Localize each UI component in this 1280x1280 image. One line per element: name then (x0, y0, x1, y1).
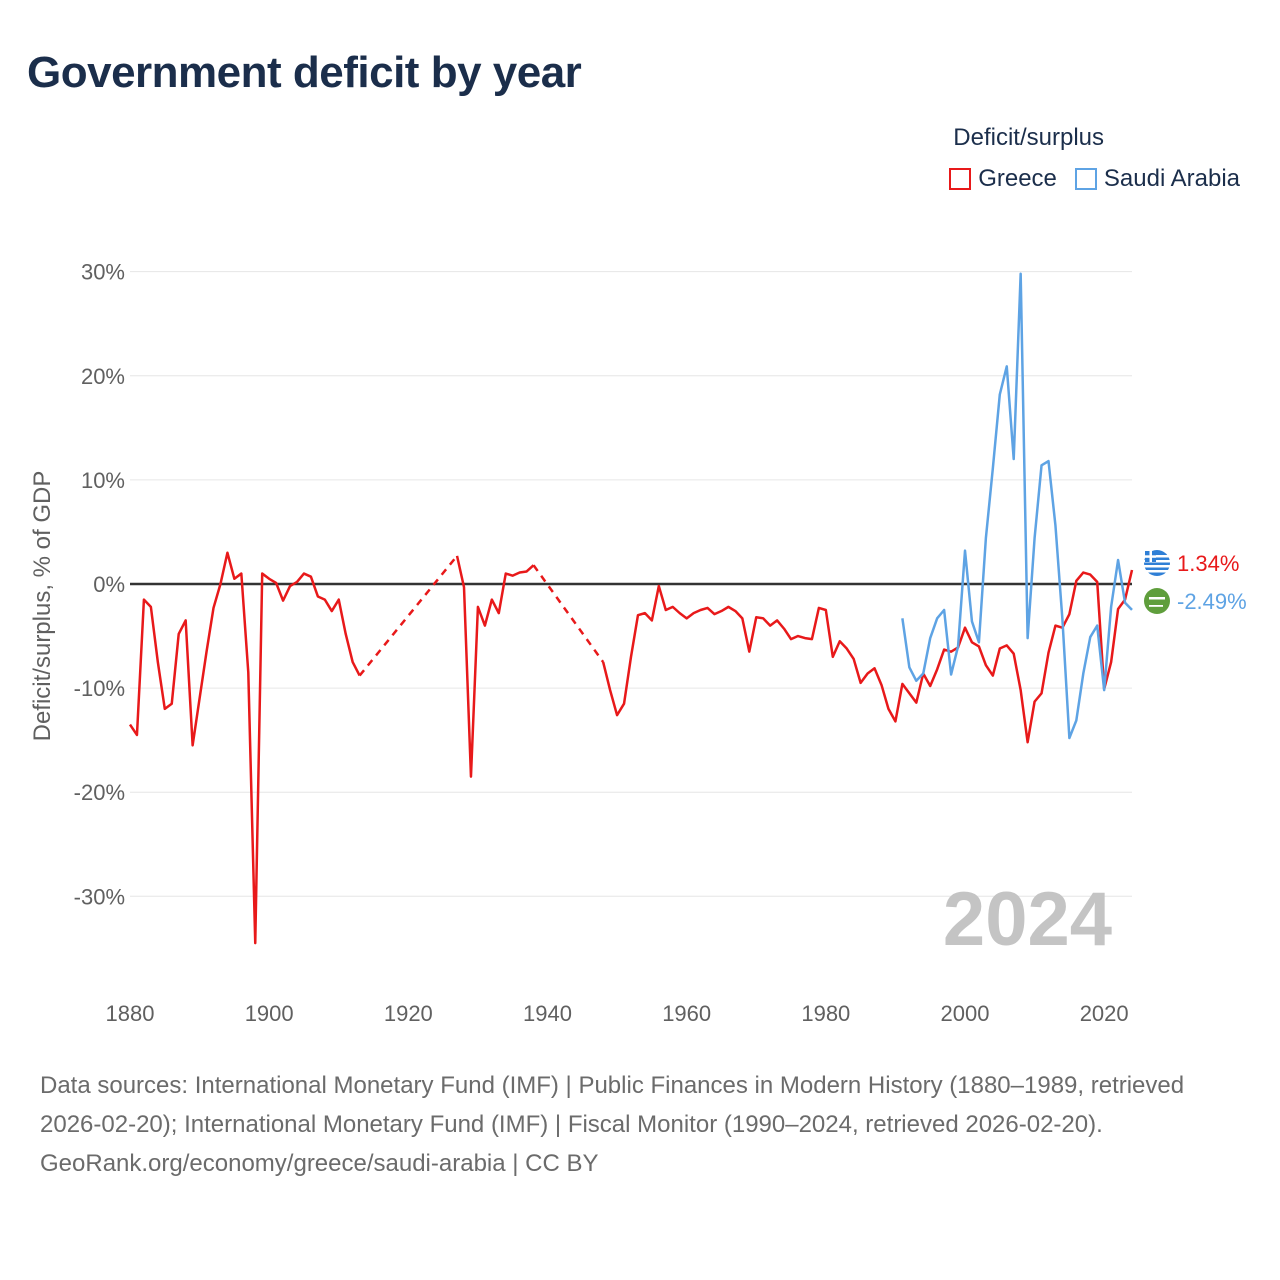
x-axis-ticks: 1880 1900 1920 1940 1960 1980 2000 2020 (106, 1001, 1129, 1026)
x-tick-label: 1940 (523, 1001, 572, 1026)
legend-swatch-greece (949, 168, 972, 190)
legend-item-saudi-arabia[interactable]: Saudi Arabia (1074, 165, 1240, 193)
series-line-saudi-arabia (901, 272, 1133, 740)
y-tick-label: 20% (81, 364, 125, 389)
x-tick-label: 2020 (1080, 1001, 1129, 1026)
flag-stripe (1144, 560, 1170, 563)
chart-title: Government deficit by year (27, 48, 582, 97)
credit-link[interactable]: GeoRank.org/economy/greece/saudi-arabia … (40, 1150, 599, 1177)
y-tick-label: -10% (74, 676, 125, 701)
series-line-greece (128, 551, 361, 945)
saudi-flag-bg (1144, 588, 1170, 614)
x-tick-label: 1980 (801, 1001, 850, 1026)
legend-title: Deficit/surplus (953, 124, 1104, 151)
flag-script (1149, 597, 1165, 600)
line-chart: 30% 20% 10% 0% -10% -20% -30% 1880 1900 1920 1940… (29, 260, 1247, 1026)
legend-swatch-saudi-arabia (1074, 168, 1097, 190)
legend-label-greece: Greece (978, 165, 1057, 192)
year-label: 2024 (943, 877, 1112, 962)
legend-item-greece[interactable]: Greece (949, 165, 1057, 193)
series-gap-greece (532, 564, 605, 663)
y-tick-label: 0% (93, 572, 125, 597)
greece-flag-icon (1144, 550, 1170, 576)
flag-sword (1149, 605, 1163, 607)
y-axis-label: Deficit/surplus, % of GDP (29, 471, 56, 742)
x-tick-label: 2000 (941, 1001, 990, 1026)
end-label-value: -2.49% (1177, 589, 1247, 614)
flag-stripe (1144, 555, 1170, 558)
y-tick-label: 10% (81, 468, 125, 493)
series-line-greece (601, 569, 1134, 744)
end-labels: 1.34% -2.49% (1144, 550, 1247, 614)
y-tick-label: -30% (74, 884, 125, 909)
y-tick-label: -20% (74, 780, 125, 805)
legend-label-saudi-arabia: Saudi Arabia (1103, 165, 1240, 192)
y-tick-label: 30% (81, 260, 125, 285)
series-line-greece (455, 555, 535, 778)
saudi-arabia-flag-icon (1144, 588, 1170, 614)
legend: Greece Saudi Arabia (931, 165, 1240, 193)
data-sources: Data sources: International Monetary Fun… (40, 1072, 1185, 1138)
series-lines (128, 272, 1134, 945)
x-tick-label: 1960 (662, 1001, 711, 1026)
x-tick-label: 1880 (106, 1001, 155, 1026)
series-gap-greece (358, 555, 459, 677)
flag-cross (1145, 555, 1156, 558)
end-label-value: 1.34% (1177, 551, 1239, 576)
flag-stripe (1144, 570, 1170, 573)
x-tick-label: 1920 (384, 1001, 433, 1026)
footer: Data sources: International Monetary Fun… (40, 1066, 1240, 1183)
flag-stripe (1144, 565, 1170, 568)
x-tick-label: 1900 (245, 1001, 294, 1026)
y-axis-ticks: 30% 20% 10% 0% -10% -20% -30% (74, 260, 125, 910)
